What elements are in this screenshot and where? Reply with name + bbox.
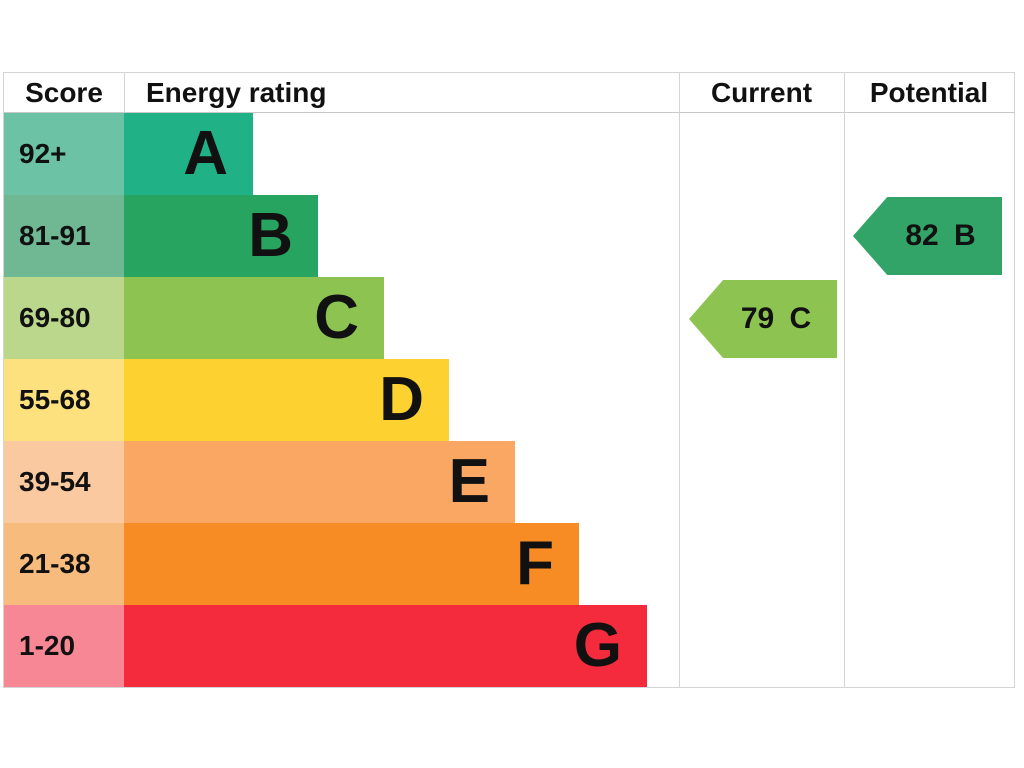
score-cell: 81-91: [4, 195, 124, 277]
band-letter: E: [448, 447, 490, 516]
score-cell: 21-38: [4, 523, 124, 605]
band-letter: A: [183, 119, 228, 188]
band-bar: F: [124, 523, 579, 605]
band-row-e: 39-54 E: [4, 441, 1014, 523]
band-letter: C: [314, 283, 359, 352]
grid-line-potential-divider: [844, 73, 845, 687]
band-row-d: 55-68 D: [4, 359, 1014, 441]
potential-rating-arrow: 82 B: [853, 197, 1002, 275]
score-cell: 39-54: [4, 441, 124, 523]
band-row-f: 21-38 F: [4, 523, 1014, 605]
band-bar: C: [124, 277, 384, 359]
band-letter: G: [573, 611, 622, 680]
band-bar: B: [124, 195, 318, 277]
score-cell: 92+: [4, 113, 124, 195]
band-letter: D: [379, 365, 424, 434]
band-bar: A: [124, 113, 253, 195]
band-bar: E: [124, 441, 515, 523]
score-cell: 55-68: [4, 359, 124, 441]
grid-line-current-divider: [679, 73, 680, 687]
band-letter: B: [248, 201, 293, 270]
epc-table: Score Energy rating Current Potential 92…: [3, 72, 1015, 688]
header-current: Current: [710, 76, 813, 108]
grid-line-score-divider: [124, 73, 125, 113]
header-score: Score: [25, 76, 103, 108]
band-rows: 92+ A 81-91 B 69-80 C 55-68 D 39-54 E 21…: [4, 113, 1014, 687]
current-rating-arrow: 79 C: [689, 280, 837, 358]
score-cell: 1-20: [4, 605, 124, 687]
header-energy-rating: Energy rating: [146, 76, 327, 108]
band-bar: D: [124, 359, 449, 441]
band-letter: F: [516, 529, 554, 598]
band-row-g: 1-20 G: [4, 605, 1014, 687]
band-row-a: 92+ A: [4, 113, 1014, 195]
band-row-c: 69-80 C: [4, 277, 1014, 359]
header-potential: Potential: [869, 76, 989, 108]
score-cell: 69-80: [4, 277, 124, 359]
table-header: Score Energy rating Current Potential: [4, 73, 1014, 113]
band-row-b: 81-91 B: [4, 195, 1014, 277]
band-bar: G: [124, 605, 647, 687]
